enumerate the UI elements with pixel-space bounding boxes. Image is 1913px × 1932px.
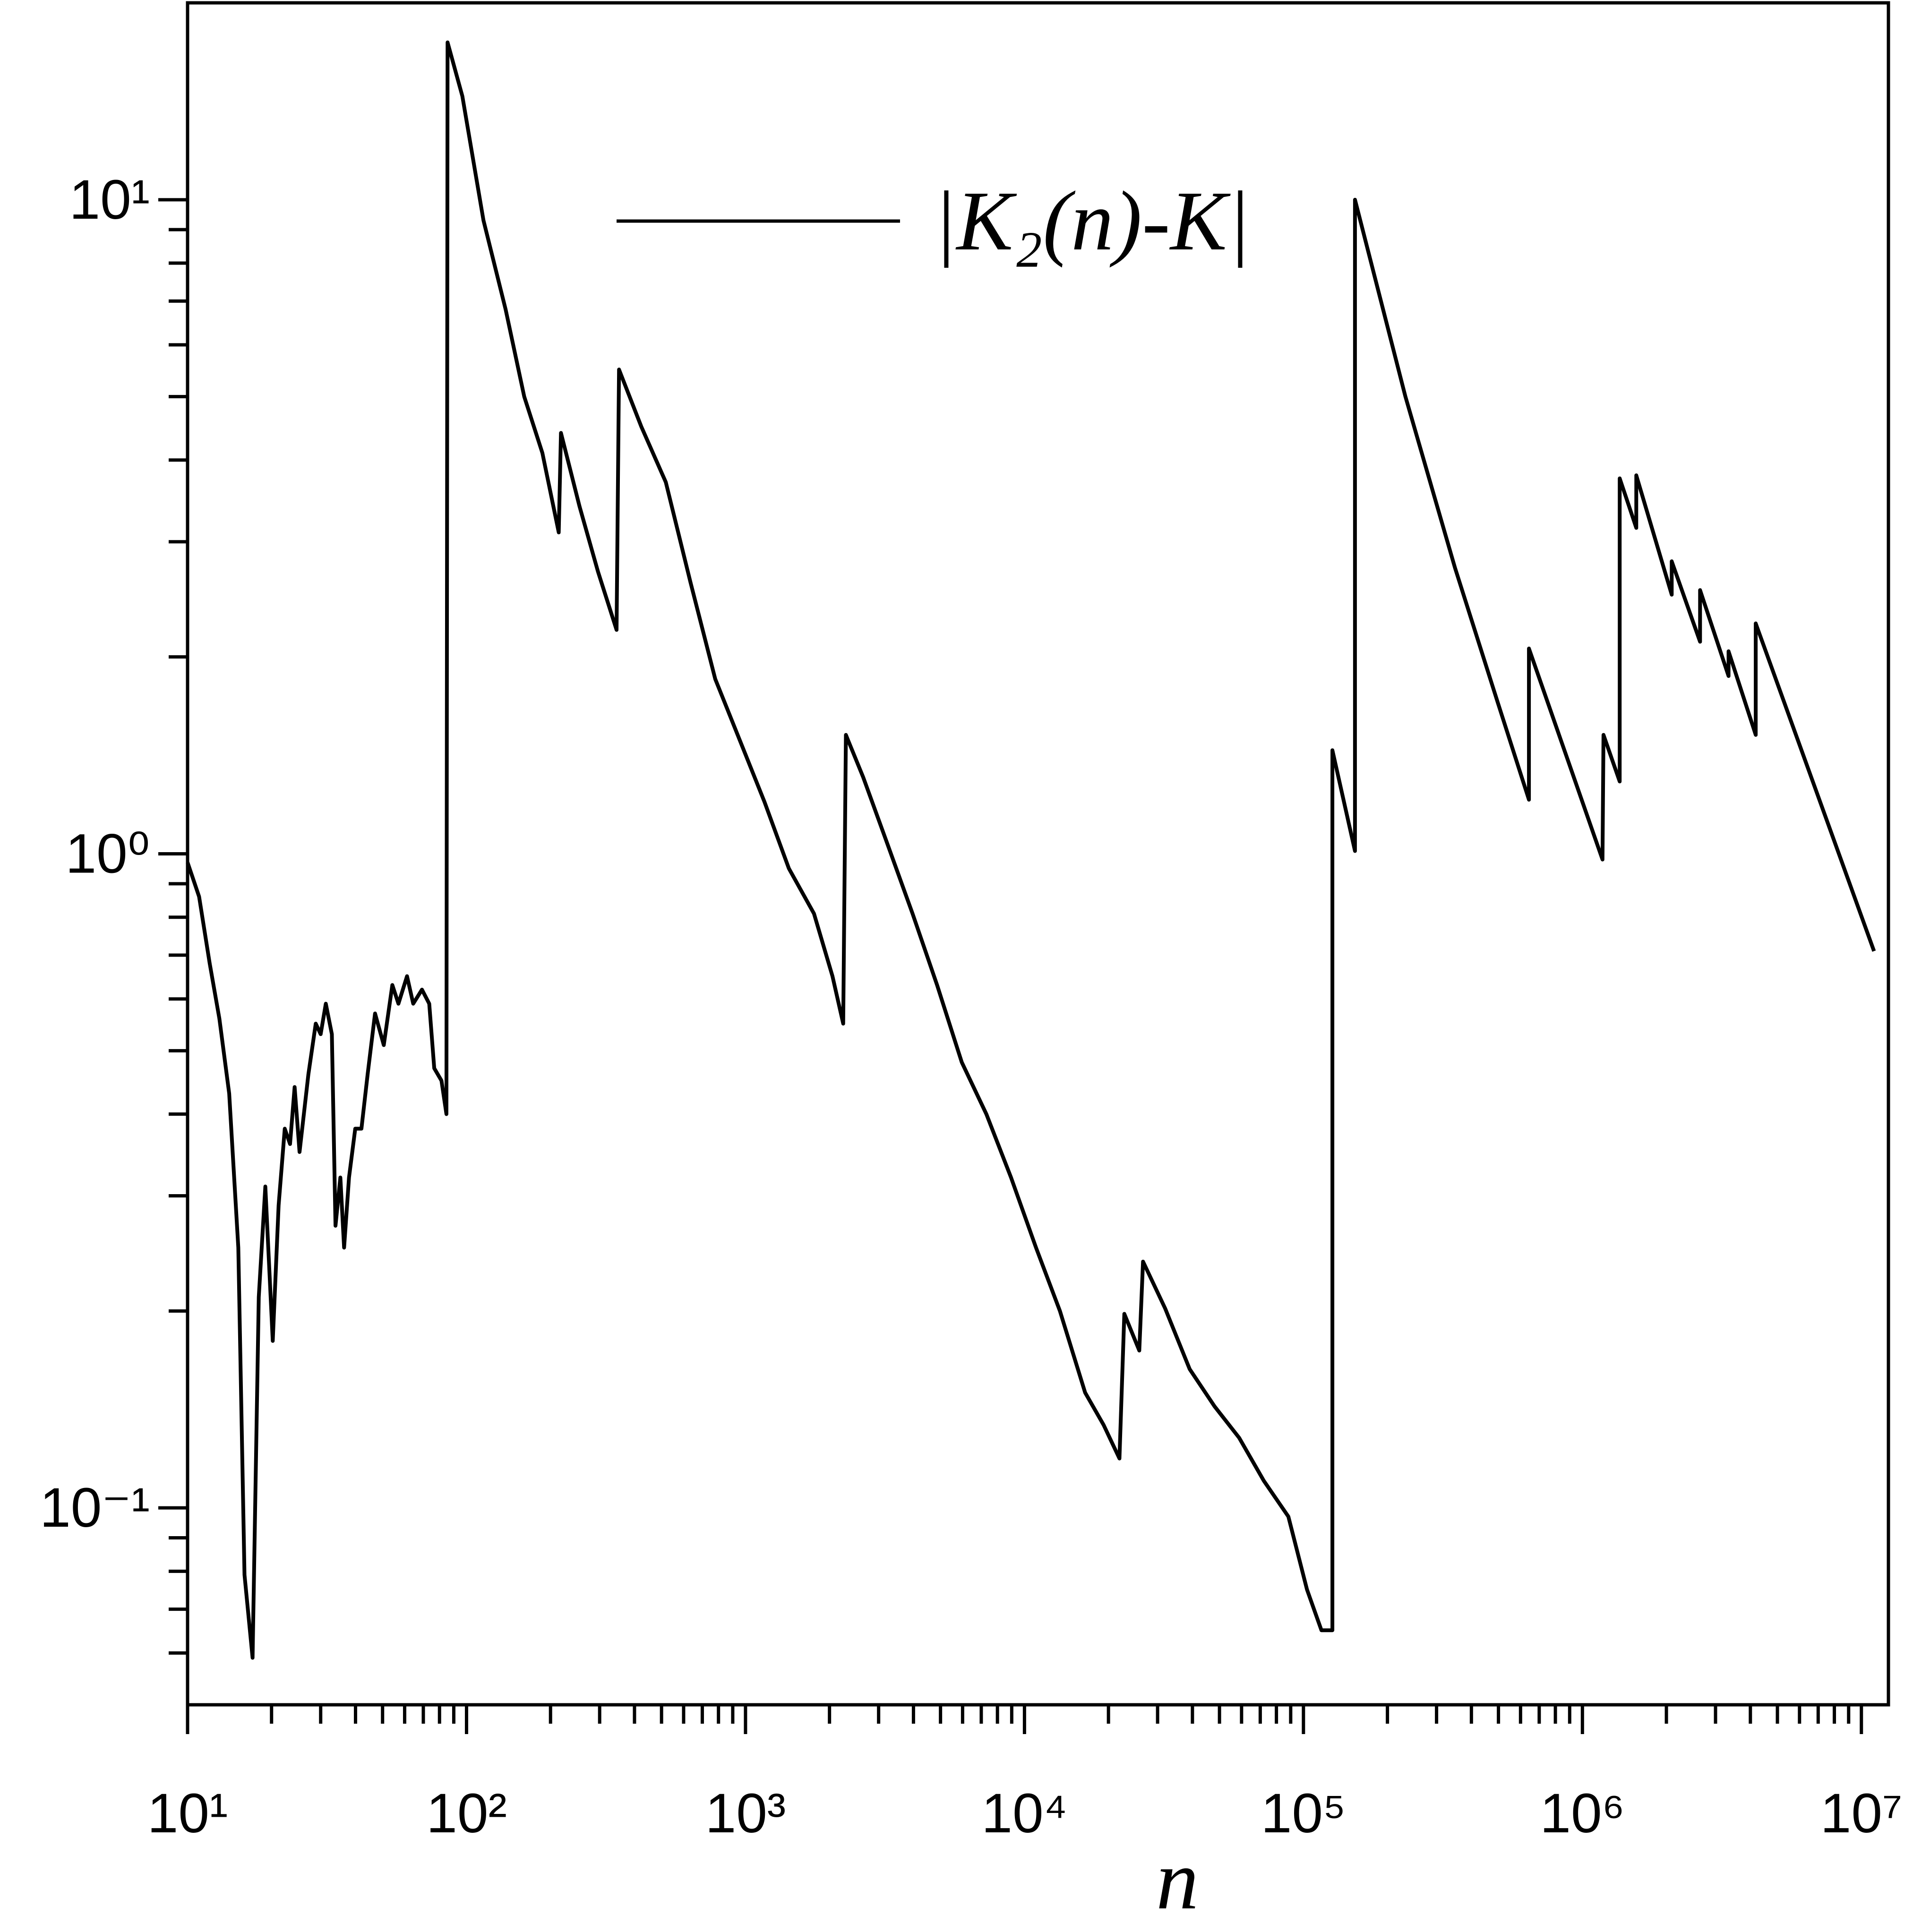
x-tick-label: 10¹: [147, 1782, 228, 1845]
x-tick-label: 10⁷: [1820, 1782, 1903, 1845]
x-tick-label: 10⁴: [981, 1782, 1067, 1845]
x-tick-label: 10⁵: [1261, 1782, 1346, 1845]
x-tick-label: 10⁶: [1540, 1782, 1625, 1845]
y-tick-label: 10⁰: [65, 823, 150, 885]
x-tick-label: 10²: [426, 1782, 507, 1845]
y-tick-label: 10⁻¹: [40, 1477, 150, 1539]
legend-label: |K₂(n)-K|: [933, 174, 1250, 268]
x-tick-label: 10³: [705, 1782, 786, 1845]
x-axis-label: n: [1156, 1833, 1199, 1927]
y-tick-label: 10¹: [69, 169, 150, 231]
data-line: [186, 40, 1876, 1660]
